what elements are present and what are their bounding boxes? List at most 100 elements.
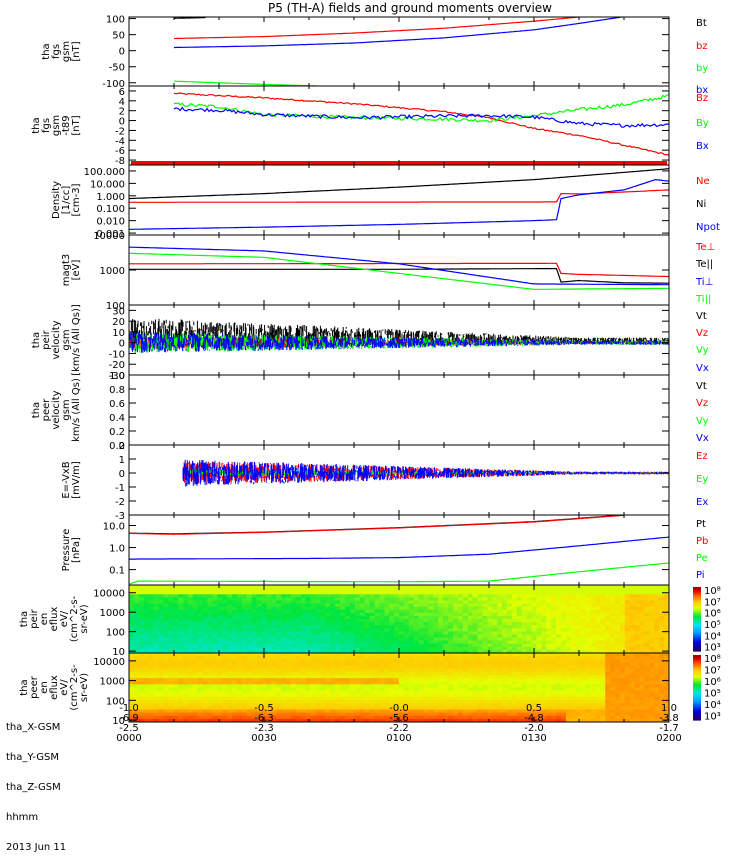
heatmap-cell — [561, 666, 567, 670]
heatmap-cell — [551, 666, 557, 670]
heatmap-cell — [163, 672, 169, 676]
heatmap-cell — [522, 681, 528, 685]
heatmap-cell — [360, 700, 366, 704]
heatmap-cell — [139, 656, 145, 660]
heatmap-cell — [350, 691, 356, 695]
heatmap-cell — [301, 681, 307, 685]
heatmap-cell — [330, 700, 336, 704]
heatmap-cell — [301, 706, 307, 710]
heatmap-cell — [247, 716, 253, 720]
heatmap-cell — [134, 681, 140, 685]
legend-Vx: Vx — [696, 433, 709, 444]
heatmap-cell — [370, 700, 376, 704]
heatmap-cell — [281, 681, 287, 685]
heatmap-cell — [365, 666, 371, 670]
heatmap-cell — [203, 672, 209, 676]
legend-Vy: Vy — [696, 345, 709, 356]
heatmap-cell — [193, 691, 199, 695]
y-tick-label: 0.2 — [109, 427, 125, 438]
legend-Pt: Pt — [696, 519, 706, 530]
heatmap-cell — [433, 666, 439, 670]
heatmap-cell — [321, 716, 327, 720]
heatmap-cell — [173, 656, 179, 660]
heatmap-cell — [429, 706, 435, 710]
heatmap-cell — [208, 700, 214, 704]
legend-bz: bz — [696, 41, 708, 52]
heatmap-cell — [468, 681, 474, 685]
y-axis-label: [cm-3] — [71, 183, 82, 216]
heatmap-cell — [419, 691, 425, 695]
heatmap-cell — [306, 672, 312, 676]
legend-Ti⊥: Ti⊥ — [695, 277, 713, 288]
legend-Bt: Bt — [696, 18, 707, 29]
heatmap-cell — [227, 681, 233, 685]
heatmap-cell — [286, 656, 292, 660]
heatmap-cell — [571, 716, 577, 720]
heatmap-cell — [222, 672, 228, 676]
heatmap-cell — [330, 656, 336, 660]
legend-Npot: Npot — [696, 222, 720, 233]
panel-peir_velocity-data — [129, 319, 668, 353]
heatmap-cell — [178, 666, 184, 670]
heatmap-cell — [468, 672, 474, 676]
y-tick-label: 10000 — [93, 231, 125, 242]
heatmap-cell — [502, 666, 508, 670]
heatmap-cell — [424, 691, 430, 695]
heatmap-cell — [178, 716, 184, 720]
heatmap-cell — [414, 656, 420, 660]
heatmap-cell — [247, 656, 253, 660]
heatmap-cell — [458, 691, 464, 695]
heatmap-cell — [262, 691, 268, 695]
heatmap-cell — [517, 716, 523, 720]
heatmap-cell — [281, 716, 287, 720]
heatmap-cell — [316, 666, 322, 670]
y-axis-label: sr-eV) — [79, 604, 90, 633]
heatmap-cell — [424, 666, 430, 670]
heatmap-cell — [149, 716, 155, 720]
heatmap-cell — [448, 672, 454, 676]
heatmap-cell — [379, 700, 385, 704]
heatmap-cell — [492, 706, 498, 710]
heatmap-cell — [267, 691, 273, 695]
heatmap-cell — [306, 700, 312, 704]
heatmap-cell — [291, 706, 297, 710]
heatmap-cell — [507, 706, 513, 710]
heatmap-cell — [242, 706, 248, 710]
heatmap-cell — [281, 700, 287, 704]
heatmap-cell — [497, 700, 503, 704]
heatmap-cell — [198, 681, 204, 685]
heatmap-cell — [232, 691, 238, 695]
heatmap-cell — [546, 691, 552, 695]
heatmap-cell — [414, 666, 420, 670]
y-tick-label: 1 — [119, 455, 125, 466]
heatmap-cell — [296, 700, 302, 704]
heatmap-cell — [154, 716, 160, 720]
heatmap-cell — [306, 666, 312, 670]
heatmap-cell — [306, 681, 312, 685]
heatmap-cell — [325, 681, 331, 685]
heatmap-cell — [537, 681, 543, 685]
heatmap-cell — [571, 672, 577, 676]
heatmap-cell — [168, 656, 174, 660]
heatmap-cell — [576, 706, 582, 710]
heatmap-cell — [497, 666, 503, 670]
heatmap-cell — [576, 681, 582, 685]
heatmap-cell — [448, 700, 454, 704]
heatmap-cell — [443, 691, 449, 695]
heatmap-cell — [448, 706, 454, 710]
heatmap-cell — [438, 681, 444, 685]
heatmap-cell — [507, 681, 513, 685]
heatmap-cell — [365, 672, 371, 676]
heatmap-cell — [507, 691, 513, 695]
heatmap-cell — [483, 716, 489, 720]
heatmap-cell — [159, 681, 165, 685]
y-tick-label: 1000 — [100, 266, 125, 277]
heatmap-cell — [433, 656, 439, 660]
heatmap-cell — [414, 700, 420, 704]
heatmap-cell — [296, 656, 302, 660]
heatmap-cell — [453, 691, 459, 695]
heatmap-cell — [139, 681, 145, 685]
heatmap-cell — [419, 666, 425, 670]
heatmap-cell — [198, 691, 204, 695]
